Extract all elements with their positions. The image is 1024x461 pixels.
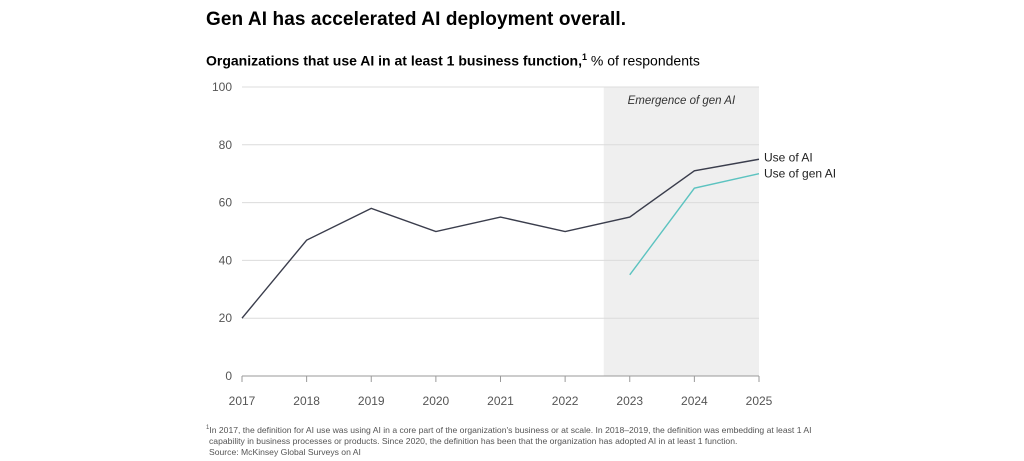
chart-headline: Gen AI has accelerated AI deployment ove… [206,9,627,30]
x-tick-label: 2017 [229,394,256,408]
footnote-source: Source: McKinsey Global Surveys on AI [209,446,361,457]
series-line-use-of-ai [241,158,760,319]
series-labels: Use of AI Use of gen AI [764,150,836,180]
chart-subtitle: Organizations that use AI in at least 1 … [206,52,700,69]
x-axis: 2017 2018 2019 2020 2021 2022 2023 2024 2025 [229,376,773,408]
y-tick-label: 40 [219,253,233,267]
x-tick-label: 2022 [552,394,579,408]
footnote-line-2: capability in business processes or prod… [209,435,738,446]
subtitle-unit: % of respondents [587,52,700,69]
footnote-marker: 1 [206,425,210,431]
series-lines [241,158,760,319]
footnote-text-1: In 2017, the definition for AI use was u… [209,424,812,435]
highlight-region-label: Emergence of gen AI [628,95,736,107]
x-tick-label: 2021 [487,394,514,408]
chart-footnote: 1In 2017, the definition for AI use was … [206,423,866,458]
series-line-use-of-gen-ai [629,173,760,276]
y-tick-label: 20 [219,311,233,325]
y-tick-label: 100 [212,80,232,94]
y-tick-label: 60 [219,196,233,210]
grid-lines [242,86,759,377]
subtitle-bold: Organizations that use AI in at least 1 … [206,52,582,69]
x-tick-label: 2024 [681,394,708,408]
subtitle-footnote-marker: 1 [582,52,588,62]
y-axis: 0 20 40 60 80 100 [212,80,232,383]
x-tick-label: 2023 [616,394,643,408]
y-tick-label: 0 [225,369,232,383]
y-tick-label: 80 [219,138,233,152]
x-tick-label: 2025 [746,394,773,408]
series-label-use-of-gen-ai: Use of gen AI [764,167,836,181]
footnote-line-1: 1In 2017, the definition for AI use was … [206,423,866,436]
x-tick-label: 2020 [423,394,450,408]
x-tick-label: 2019 [358,394,385,408]
gen-ai-highlight-region [603,87,759,376]
series-label-use-of-ai: Use of AI [764,150,813,164]
x-tick-label: 2018 [293,394,320,408]
